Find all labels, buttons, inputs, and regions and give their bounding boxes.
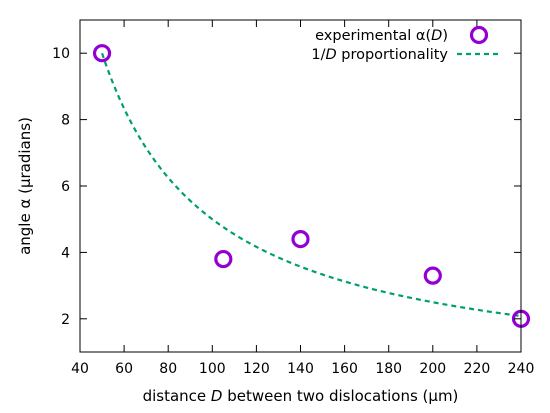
axis-ticks: 40 60 80 100 120 140 160 180 200 220 240 2 4 6 8 10 [52, 20, 534, 377]
x-tick-label: 80 [159, 361, 177, 377]
x-tick-label: 240 [508, 361, 535, 377]
legend-label-proportionality: 1/D proportionality [311, 47, 448, 63]
x-axis-label: distance D between two dislocations (µm) [143, 387, 459, 405]
y-tick-label: 10 [52, 46, 70, 62]
data-point [423, 266, 442, 285]
legend: experimental α(D) 1/D proportionality [311, 25, 500, 63]
x-tick-label: 40 [71, 361, 89, 377]
y-tick-label: 8 [61, 113, 70, 129]
x-tick-label: 120 [243, 361, 270, 377]
x-tick-label: 160 [331, 361, 358, 377]
data-point [291, 230, 310, 249]
y-axis-label: angle α (µradians) [16, 117, 34, 255]
data-points-layer [92, 44, 531, 328]
x-tick-label: 100 [199, 361, 226, 377]
y-tick-label: 4 [61, 245, 70, 261]
fit-curve-line [101, 52, 522, 318]
data-point [214, 249, 233, 269]
y-tick-label: 2 [61, 312, 70, 328]
x-tick-label: 220 [464, 361, 491, 377]
data-point [92, 44, 112, 63]
x-tick-label: 140 [287, 361, 314, 377]
x-tick-label: 60 [115, 361, 133, 377]
fit-curve-layer [101, 52, 522, 318]
x-tick-label: 200 [419, 361, 446, 377]
legend-marker-experimental [469, 25, 489, 45]
legend-label-experimental: experimental α(D) [315, 28, 448, 44]
x-tick-label: 180 [375, 361, 402, 377]
y-tick-label: 6 [61, 179, 70, 195]
plot-frame [79, 19, 522, 353]
